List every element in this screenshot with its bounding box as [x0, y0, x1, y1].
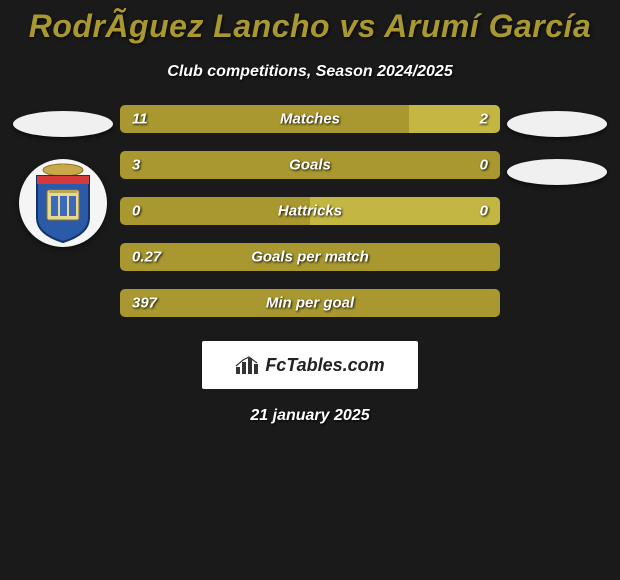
stat-bar: 397 Min per goal	[120, 289, 500, 317]
stat-right-value: 0	[480, 203, 488, 220]
stat-bars: 11 Matches 2 3 Goals 0 0 Hattricks 0 0.27 Goals pe…	[118, 105, 502, 317]
footer-logo-text: FcTables.com	[265, 355, 384, 376]
stat-label: Hattricks	[278, 203, 342, 220]
left-player-column	[8, 105, 118, 317]
stat-label: Matches	[280, 111, 340, 128]
player-avatar-right	[507, 111, 607, 137]
team-crest-left	[19, 159, 107, 247]
stat-left-value: 397	[132, 295, 157, 312]
stat-left-value: 11	[132, 111, 148, 128]
player-secondary-ellipse-right	[507, 159, 607, 185]
stat-label: Goals	[289, 157, 331, 174]
stat-bar: 0 Hattricks 0	[120, 197, 500, 225]
stat-right-value: 2	[480, 111, 488, 128]
stat-left-value: 0.27	[132, 249, 161, 266]
subtitle: Club competitions, Season 2024/2025	[0, 63, 620, 81]
stat-label: Min per goal	[266, 295, 354, 312]
stat-left-value: 0	[132, 203, 140, 220]
bars-chart-icon	[235, 355, 259, 375]
stat-bar: 3 Goals 0	[120, 151, 500, 179]
stat-left-value: 3	[132, 157, 140, 174]
stat-bar: 11 Matches 2	[120, 105, 500, 133]
stat-right-value: 0	[480, 157, 488, 174]
stat-bar-left-fill	[120, 105, 409, 133]
date-line: 21 january 2025	[0, 407, 620, 425]
right-player-column	[502, 105, 612, 317]
stat-label: Goals per match	[251, 249, 369, 266]
player-avatar-left	[13, 111, 113, 137]
stats-content: 11 Matches 2 3 Goals 0 0 Hattricks 0 0.27 Goals pe…	[0, 105, 620, 317]
stat-bar: 0.27 Goals per match	[120, 243, 500, 271]
page-title: RodrÃ­guez Lancho vs Arumí García	[0, 0, 620, 45]
footer-badge: FcTables.com	[202, 341, 418, 389]
shield-crest-icon	[27, 162, 99, 244]
